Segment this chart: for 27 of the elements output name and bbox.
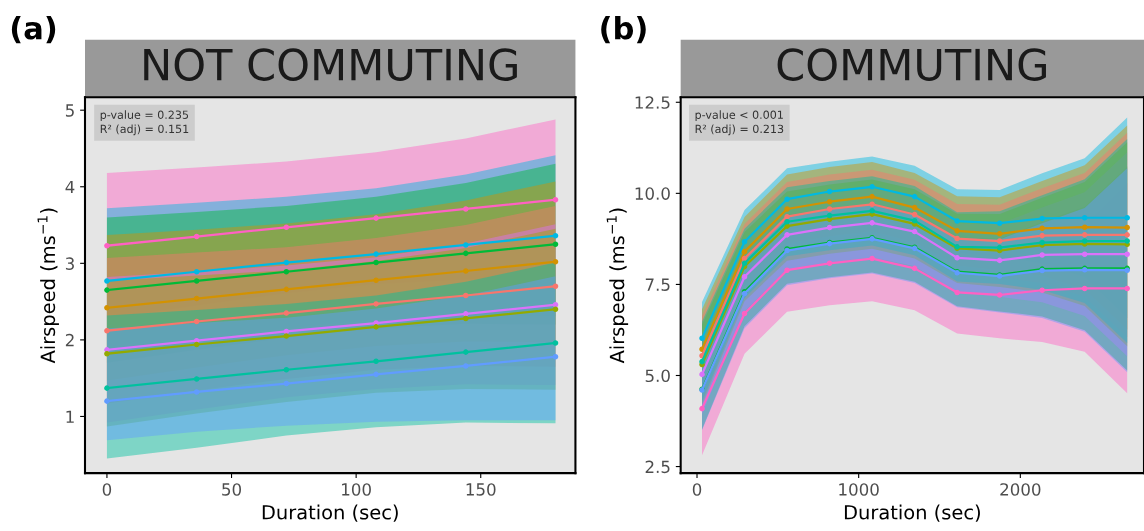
y-axis-title: Airspeed (ms$^{−1}$) — [37, 208, 59, 364]
chart-title: NOT COMMUTING — [144, 48, 517, 81]
y-tick-label: 1 — [66, 410, 74, 423]
annotation: p-value < 0.001 R² (adj) = 0.213 — [695, 110, 784, 136]
y-tick-label: 4 — [65, 180, 75, 194]
y-tick-label: 10.0 — [635, 187, 670, 200]
y-tick-label: 5 — [65, 104, 74, 117]
x-tick-label: 0 — [692, 483, 702, 496]
y-tick-label: 7.5 — [645, 278, 670, 291]
y-tick-label: 12.5 — [635, 96, 670, 109]
x-tick-label: 0 — [102, 483, 112, 496]
x-tick-label: 100 — [342, 483, 371, 496]
x-tick-label: 50 — [222, 483, 242, 496]
x-tick-label: 150 — [466, 483, 496, 496]
x-tick-label: 1000 — [839, 483, 879, 496]
x-axis-title: Duration (sec) — [844, 504, 980, 522]
y-tick-label: 3 — [65, 257, 74, 270]
annotation: p-value = 0.235 R² (adj) = 0.151 — [100, 110, 189, 136]
x-tick-label: 2000 — [1000, 483, 1041, 496]
y-tick-label: 5.0 — [645, 369, 670, 383]
y-tick-label: 2.5 — [645, 460, 670, 474]
y-axis-title: Airspeed (ms$^{−1}$) — [606, 208, 629, 364]
chart-title: COMMUTING — [777, 48, 1046, 81]
text: (b) — [601, 15, 646, 44]
y-tick-label: 2 — [65, 333, 74, 347]
x-axis-title: Duration (sec) — [262, 504, 398, 522]
text: (a) — [11, 15, 56, 44]
